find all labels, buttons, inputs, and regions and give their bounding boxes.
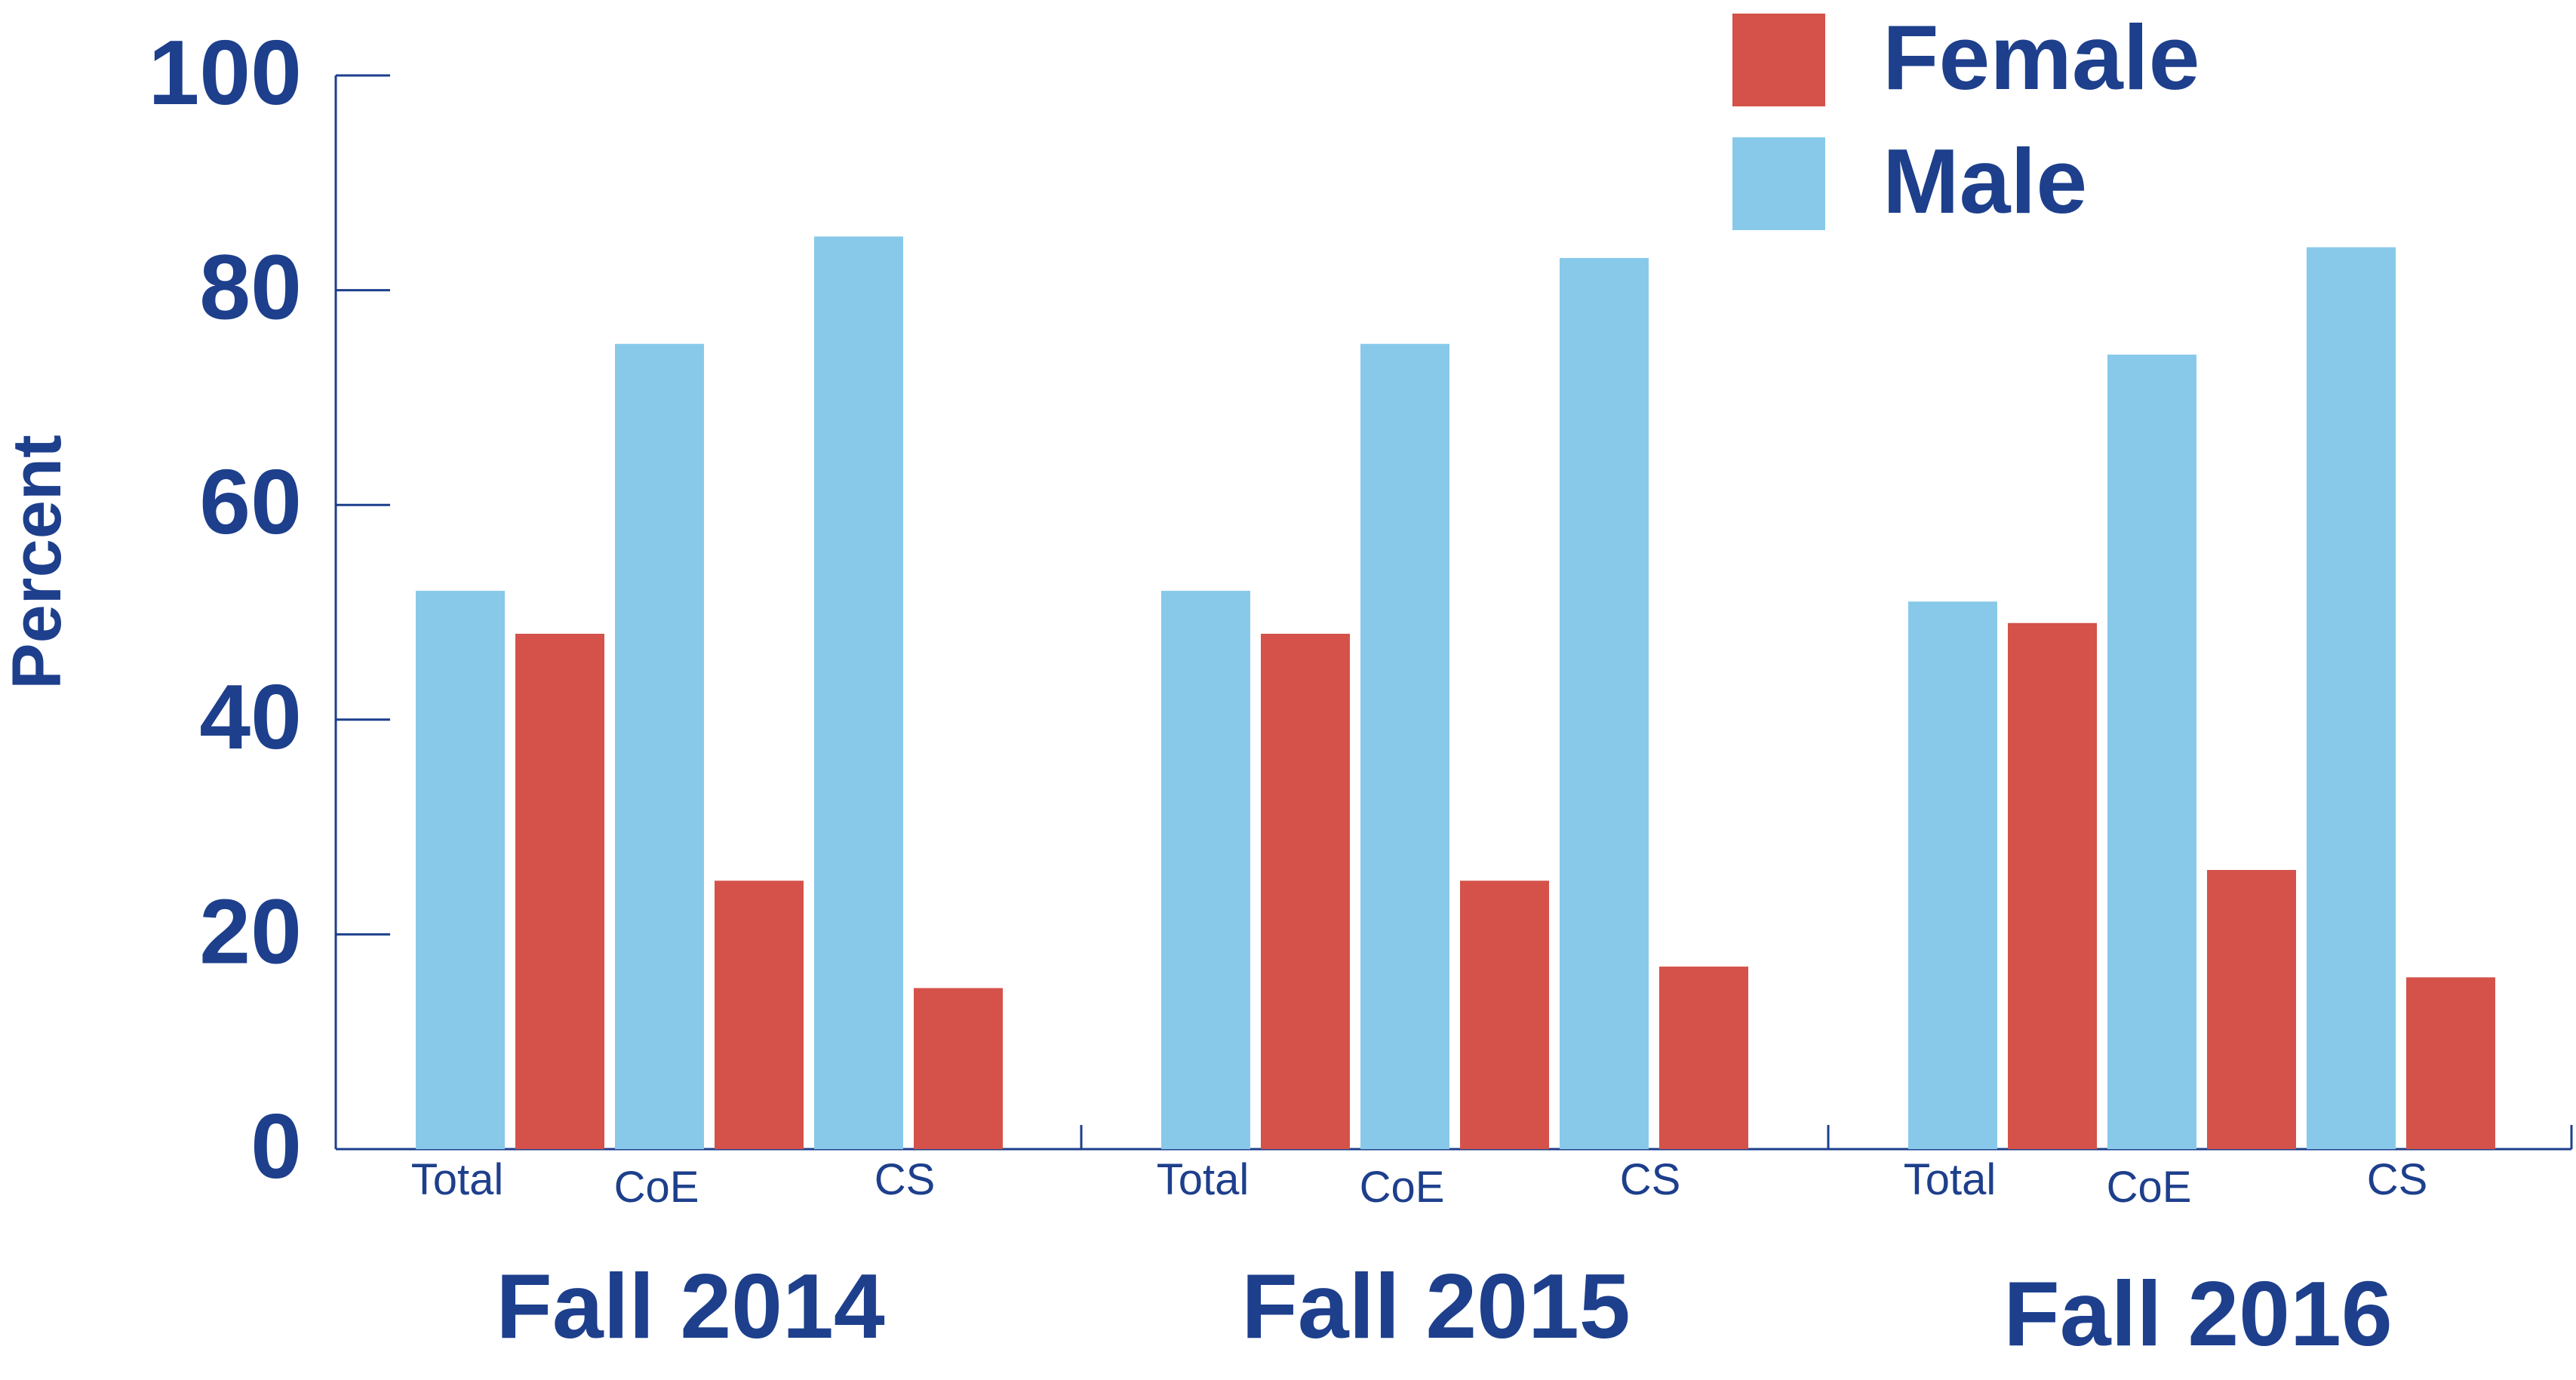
- category-label: Total: [1157, 1155, 1250, 1204]
- axes-layer: [334, 74, 2573, 1151]
- bar-male-fall-2016-coe: [2107, 354, 2196, 1150]
- y-tick-label: 100: [148, 21, 302, 124]
- category-label: CS: [1620, 1155, 1681, 1204]
- bar-female-fall-2014-cs: [914, 988, 1003, 1149]
- category-label: CoE: [1360, 1163, 1445, 1212]
- bar-female-fall-2014-total: [515, 633, 604, 1149]
- bar-female-fall-2016-total: [2008, 622, 2097, 1149]
- y-axis-title: Percent: [0, 435, 75, 690]
- bar-male-fall-2015-cs: [1560, 257, 1649, 1149]
- category-label: Total: [411, 1155, 504, 1204]
- legend-label-female: Female: [1883, 6, 2199, 109]
- bar-female-fall-2014-coe: [715, 881, 804, 1149]
- bar-male-fall-2014-cs: [814, 236, 903, 1150]
- bar-female-fall-2015-coe: [1460, 881, 1549, 1149]
- bar-male-fall-2015-coe: [1360, 343, 1449, 1149]
- group-label: Fall 2014: [496, 1255, 885, 1357]
- category-label: CoE: [2107, 1163, 2192, 1212]
- legend-swatch-female: [1732, 14, 1825, 106]
- category-label: Total: [1904, 1155, 1997, 1204]
- bar-male-fall-2015-total: [1161, 591, 1250, 1149]
- labels-layer: 0 20 40 60 80 100 Percent Total CoE CS Fall 2014 To…: [0, 21, 2427, 1365]
- y-tick-label: 0: [251, 1095, 302, 1197]
- category-label: CoE: [614, 1163, 699, 1212]
- group-label: Fall 2015: [1241, 1255, 1630, 1357]
- category-label: CS: [2367, 1155, 2428, 1204]
- bar-female-fall-2016-cs: [2406, 977, 2495, 1149]
- group-label: Fall 2016: [2003, 1262, 2392, 1365]
- legend: Female Male: [1732, 6, 2199, 232]
- bar-female-fall-2016-coe: [2207, 870, 2296, 1149]
- y-tick-label: 20: [199, 880, 302, 982]
- y-tick-label: 60: [199, 450, 302, 553]
- legend-swatch-male: [1732, 137, 1825, 230]
- y-tick-label: 40: [199, 665, 302, 768]
- y-tick-label: 80: [199, 236, 302, 339]
- bars-layer: [416, 236, 2495, 1150]
- bar-female-fall-2015-total: [1261, 633, 1350, 1149]
- category-label: CS: [875, 1155, 936, 1204]
- bar-male-fall-2016-cs: [2307, 247, 2396, 1150]
- bar-male-fall-2014-total: [416, 591, 505, 1149]
- bar-female-fall-2015-cs: [1659, 967, 1748, 1149]
- legend-label-male: Male: [1883, 130, 2087, 232]
- bar-male-fall-2014-coe: [615, 343, 704, 1149]
- bar-male-fall-2016-total: [1908, 601, 1997, 1149]
